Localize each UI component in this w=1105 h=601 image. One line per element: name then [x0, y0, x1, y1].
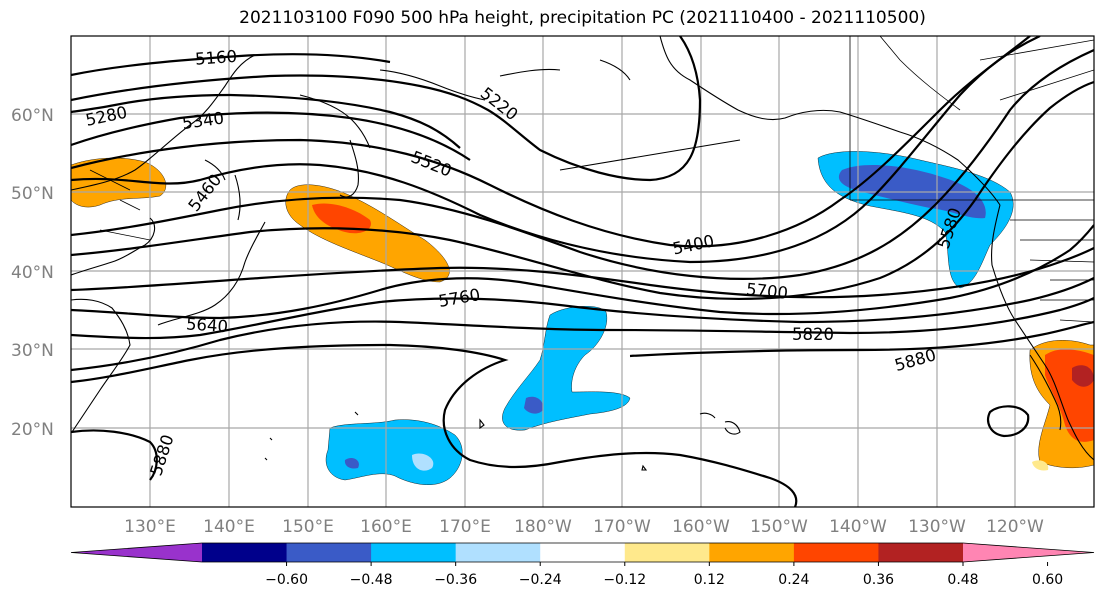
colorbar-swatch-low-extend — [71, 543, 202, 562]
contour-5340 — [71, 111, 471, 161]
contour-5880-sw — [71, 429, 158, 481]
contour-label-5160: 5160 — [194, 47, 237, 69]
lon-label-150E: 150°E — [282, 517, 334, 537]
colorbar-tick-label: −0.36 — [434, 572, 477, 588]
colorbar: −0.60 −0.48 −0.36 −0.24 −0.12 0.12 0.24 0.36 0.4… — [70, 542, 1095, 588]
lat-label-30N: 30°N — [11, 341, 54, 361]
contour-label-5820: 5820 — [792, 325, 834, 344]
coast-aleutians — [559, 139, 741, 171]
shade-darkred-mexico — [1072, 365, 1094, 387]
colorbar-swatch-high-extend — [963, 543, 1094, 562]
lon-label-160E: 160°E — [360, 517, 412, 537]
map-frame — [70, 35, 1095, 508]
contour-label-5640: 5640 — [185, 314, 228, 336]
contour-5700 — [71, 247, 1094, 299]
colorbar-tick-label: −0.48 — [350, 572, 393, 588]
lon-label-170E: 170°E — [439, 517, 491, 537]
lon-label-180W: 180°W — [514, 517, 572, 537]
colorbar-tick-label: −0.24 — [519, 572, 562, 588]
contour-5640 — [71, 224, 1094, 320]
coast-hawaii — [699, 412, 741, 435]
contour-5520 — [71, 48, 1094, 280]
shade-blue-southwest — [325, 419, 463, 485]
contour-5160 — [71, 53, 391, 77]
coast-baja — [1029, 354, 1062, 431]
lat-label-60N: 60°N — [11, 106, 54, 126]
political-borders — [89, 36, 1094, 323]
coast-pacific-islands — [264, 411, 648, 471]
shade-royalblue-southwest — [344, 457, 359, 469]
lon-label-130W: 130°W — [908, 517, 966, 537]
colorbar-swatch — [455, 543, 541, 562]
lon-label-130E: 130°E — [124, 517, 176, 537]
colorbar-tick-label: 0.60 — [1032, 572, 1063, 588]
coast-namerica-west — [991, 204, 1094, 461]
coast-sakhalin — [204, 159, 241, 221]
colorbar-swatch — [540, 543, 626, 562]
coast-siberia — [379, 59, 631, 101]
colorbar-swatch — [878, 543, 964, 562]
contour-5880-loop — [987, 405, 1030, 438]
contour-5400 — [71, 36, 1031, 248]
colorbar-tick-label: 0.12 — [694, 572, 725, 588]
shade-yellow-mexico — [1032, 460, 1049, 471]
longitude-labels: 130°E 140°E 150°E 160°E 170°E 180°W 170°… — [124, 517, 1044, 537]
colorbar-swatch — [793, 543, 879, 562]
lat-label-40N: 40°N — [11, 263, 54, 283]
lon-label-160W: 160°W — [672, 517, 730, 537]
contour-5880-main — [71, 343, 798, 507]
coast-china — [71, 298, 131, 433]
contour-5460 — [71, 36, 1041, 264]
contour-label-5700: 5700 — [745, 280, 789, 303]
contour-5280 — [71, 93, 461, 149]
lon-label-150W: 150°W — [750, 517, 808, 537]
colorbar-swatch — [624, 543, 710, 562]
lon-label-120W: 120°W — [986, 517, 1044, 537]
lon-label-140E: 140°E — [203, 517, 255, 537]
colorbar-tick-label: 0.48 — [947, 572, 978, 588]
lon-label-140W: 140°W — [829, 517, 887, 537]
latitude-labels: 60°N 50°N 40°N 30°N 20°N — [11, 106, 54, 440]
map-title: 2021103100 F090 500 hPa height, precipit… — [239, 8, 926, 28]
colorbar-tick-label: −0.60 — [265, 572, 308, 588]
colorbar-swatches — [70, 542, 1095, 563]
shade-royalblue-central — [524, 396, 544, 414]
colorbar-swatch — [709, 543, 795, 562]
colorbar-ticks: −0.60 −0.48 −0.36 −0.24 −0.12 0.12 0.24 0.36 0.4… — [265, 562, 1063, 588]
coastlines — [71, 36, 1094, 471]
lat-label-20N: 20°N — [11, 420, 54, 440]
coast-asia — [71, 54, 256, 191]
shade-red-nwpac — [312, 203, 371, 234]
height-contours — [71, 36, 1094, 507]
shade-lightblue-southwest — [412, 453, 434, 471]
contour-5220 — [71, 36, 702, 182]
colorbar-tick-label: 0.24 — [778, 572, 809, 588]
colorbar-swatch — [371, 543, 457, 562]
coast-korea — [71, 217, 156, 276]
contour-5760 — [71, 277, 1094, 340]
colorbar-swatch — [202, 543, 288, 562]
lat-label-50N: 50°N — [11, 184, 54, 204]
coast-alaska — [659, 36, 1001, 206]
colorbar-swatch — [286, 543, 372, 562]
contour-5820 — [71, 297, 1094, 372]
colorbar-outline — [70, 542, 1095, 563]
contour-5880-east — [629, 320, 1094, 358]
colorbar-tick-label: −0.12 — [603, 572, 646, 588]
lon-label-170W: 170°W — [593, 517, 651, 537]
contour-5580 — [71, 80, 1094, 300]
colorbar-tick-label: 0.36 — [863, 572, 894, 588]
